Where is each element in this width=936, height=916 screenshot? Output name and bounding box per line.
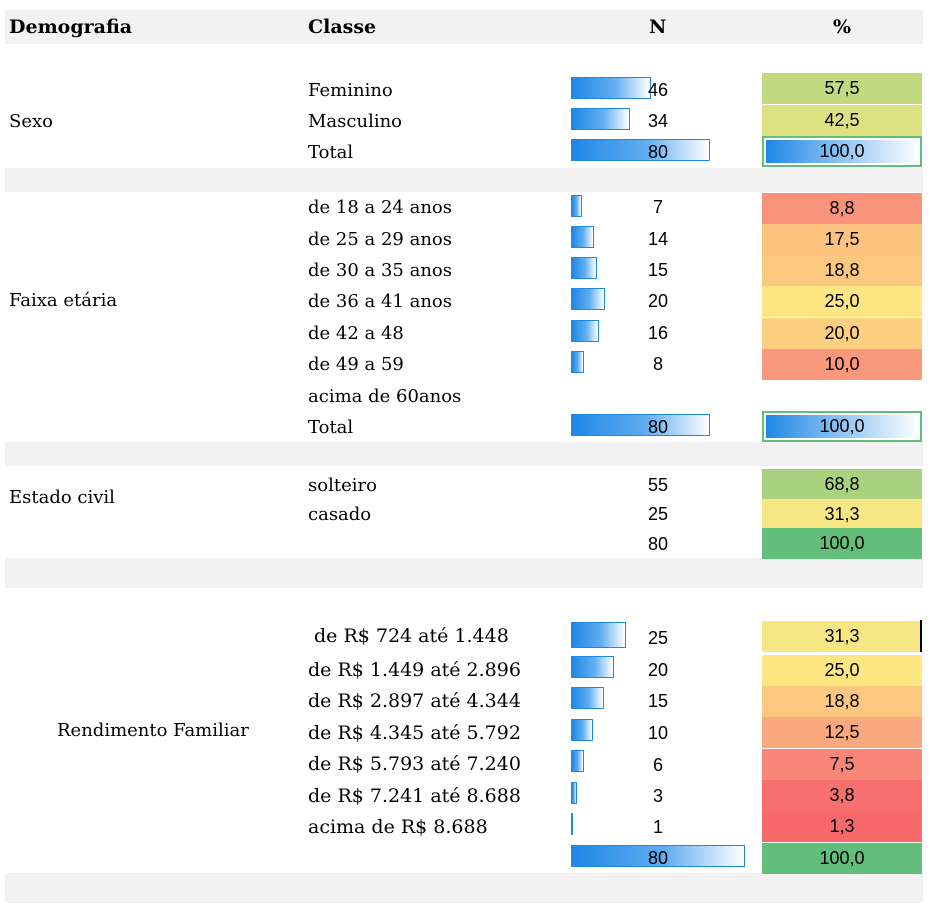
n-data-bar [571,226,594,248]
classe-cell: solteiro [308,475,377,496]
n-data-bar [571,845,745,867]
classe-cell: de R$ 5.793 até 7.240 [308,753,521,775]
classe-cell: acima de R$ 8.688 [308,816,488,838]
n-data-bar [571,288,605,310]
header-pct: % [833,16,852,38]
classe-cell: casado [308,504,372,525]
classe-cell: de R$ 4.345 até 5.792 [308,722,521,744]
classe-cell: de R$ 7.241 até 8.688 [308,785,521,807]
classe-cell: de 25 a 29 anos [308,229,452,250]
n-cell: 46 [647,80,669,100]
header-band [5,10,923,44]
n-cell: 25 [647,504,669,524]
n-cell: 16 [647,323,669,343]
n-cell: 20 [647,291,669,311]
cell-cursor [920,620,922,652]
pct-cell: 20,0 [762,318,922,349]
classe-cell: de R$ 2.897 até 4.344 [308,690,521,712]
n-data-bar [571,813,573,835]
header-n: N [649,16,667,38]
n-data-bar [571,414,710,436]
n-cell: 55 [647,475,669,495]
pct-cell: 12,5 [762,717,922,748]
n-data-bar [571,750,584,772]
pct-cell: 100,0 [762,528,922,559]
n-cell: 1 [652,817,663,837]
n-cell: 6 [652,755,663,775]
classe-cell: Masculino [308,111,403,132]
n-data-bar [571,77,651,99]
n-cell: 8 [652,354,663,374]
n-cell: 10 [647,723,669,743]
classe-cell: Total [308,417,354,438]
n-cell: 25 [647,628,669,648]
classe-cell: de 36 a 41 anos [308,291,452,312]
n-data-bar [571,687,604,709]
n-data-bar [571,108,630,130]
pct-cell: 18,8 [762,686,922,717]
n-cell: 20 [647,660,669,680]
pct-cell: 57,5 [762,73,922,104]
group-label-faixa-etaria: Faixa etária [9,290,118,311]
classe-cell: Total [308,142,354,163]
pct-total-cell: 100,0 [762,411,922,442]
pct-cell: 10,0 [762,349,922,380]
n-cell: 34 [647,111,669,131]
pct-cell: 100,0 [762,843,922,874]
classe-cell: de R$ 1.449 até 2.896 [308,659,521,681]
n-cell: 15 [647,691,669,711]
group-label-sexo: Sexo [9,111,53,132]
n-data-bar [571,656,614,678]
pct-cell: 18,8 [762,255,922,286]
separator-band [5,442,923,466]
n-cell: 3 [652,786,663,806]
n-data-bar [571,320,599,342]
n-data-bar [571,622,626,648]
n-cell: 7 [652,197,663,217]
header-classe: Classe [308,16,377,38]
pct-cell: 25,0 [762,655,922,686]
separator-band [5,873,923,903]
pct-total-cell: 100,0 [762,136,922,167]
pct-cell: 17,5 [762,224,922,255]
n-data-bar [571,782,577,804]
separator-band [5,558,923,588]
pct-cell: 1,3 [762,811,922,842]
n-data-bar [571,257,597,279]
pct-cell: 7,5 [762,749,922,780]
n-data-bar [571,195,582,217]
pct-cell: 31,3 [762,621,922,652]
pct-cell: 3,8 [762,780,922,811]
n-cell: 15 [647,260,669,280]
classe-cell: acima de 60anos [308,386,462,407]
classe-cell: de 18 a 24 anos [308,197,452,218]
pct-cell: 25,0 [762,286,922,317]
classe-cell: de R$ 724 até 1.448 [314,625,509,647]
separator-band [5,168,923,192]
group-label-rendimento: Rendimento Familiar [57,720,249,741]
n-cell: 80 [647,417,669,437]
pct-cell: 68,8 [762,469,922,500]
pct-cell: 42,5 [762,105,922,136]
n-cell: 80 [647,848,669,868]
pct-cell: 31,3 [762,499,922,530]
n-data-bar [571,719,593,741]
header-demografia: Demografia [9,16,133,38]
classe-cell: de 42 a 48 [308,323,404,344]
n-cell: 80 [647,534,669,554]
n-cell: 80 [647,142,669,162]
classe-cell: de 49 a 59 [308,354,404,375]
n-data-bar [571,351,584,373]
pct-cell: 8,8 [762,193,922,224]
classe-cell: de 30 a 35 anos [308,260,452,281]
n-cell: 14 [647,229,669,249]
classe-cell: Feminino [308,80,393,101]
n-data-bar [571,139,710,161]
group-label-estado-civil: Estado civil [9,487,115,508]
